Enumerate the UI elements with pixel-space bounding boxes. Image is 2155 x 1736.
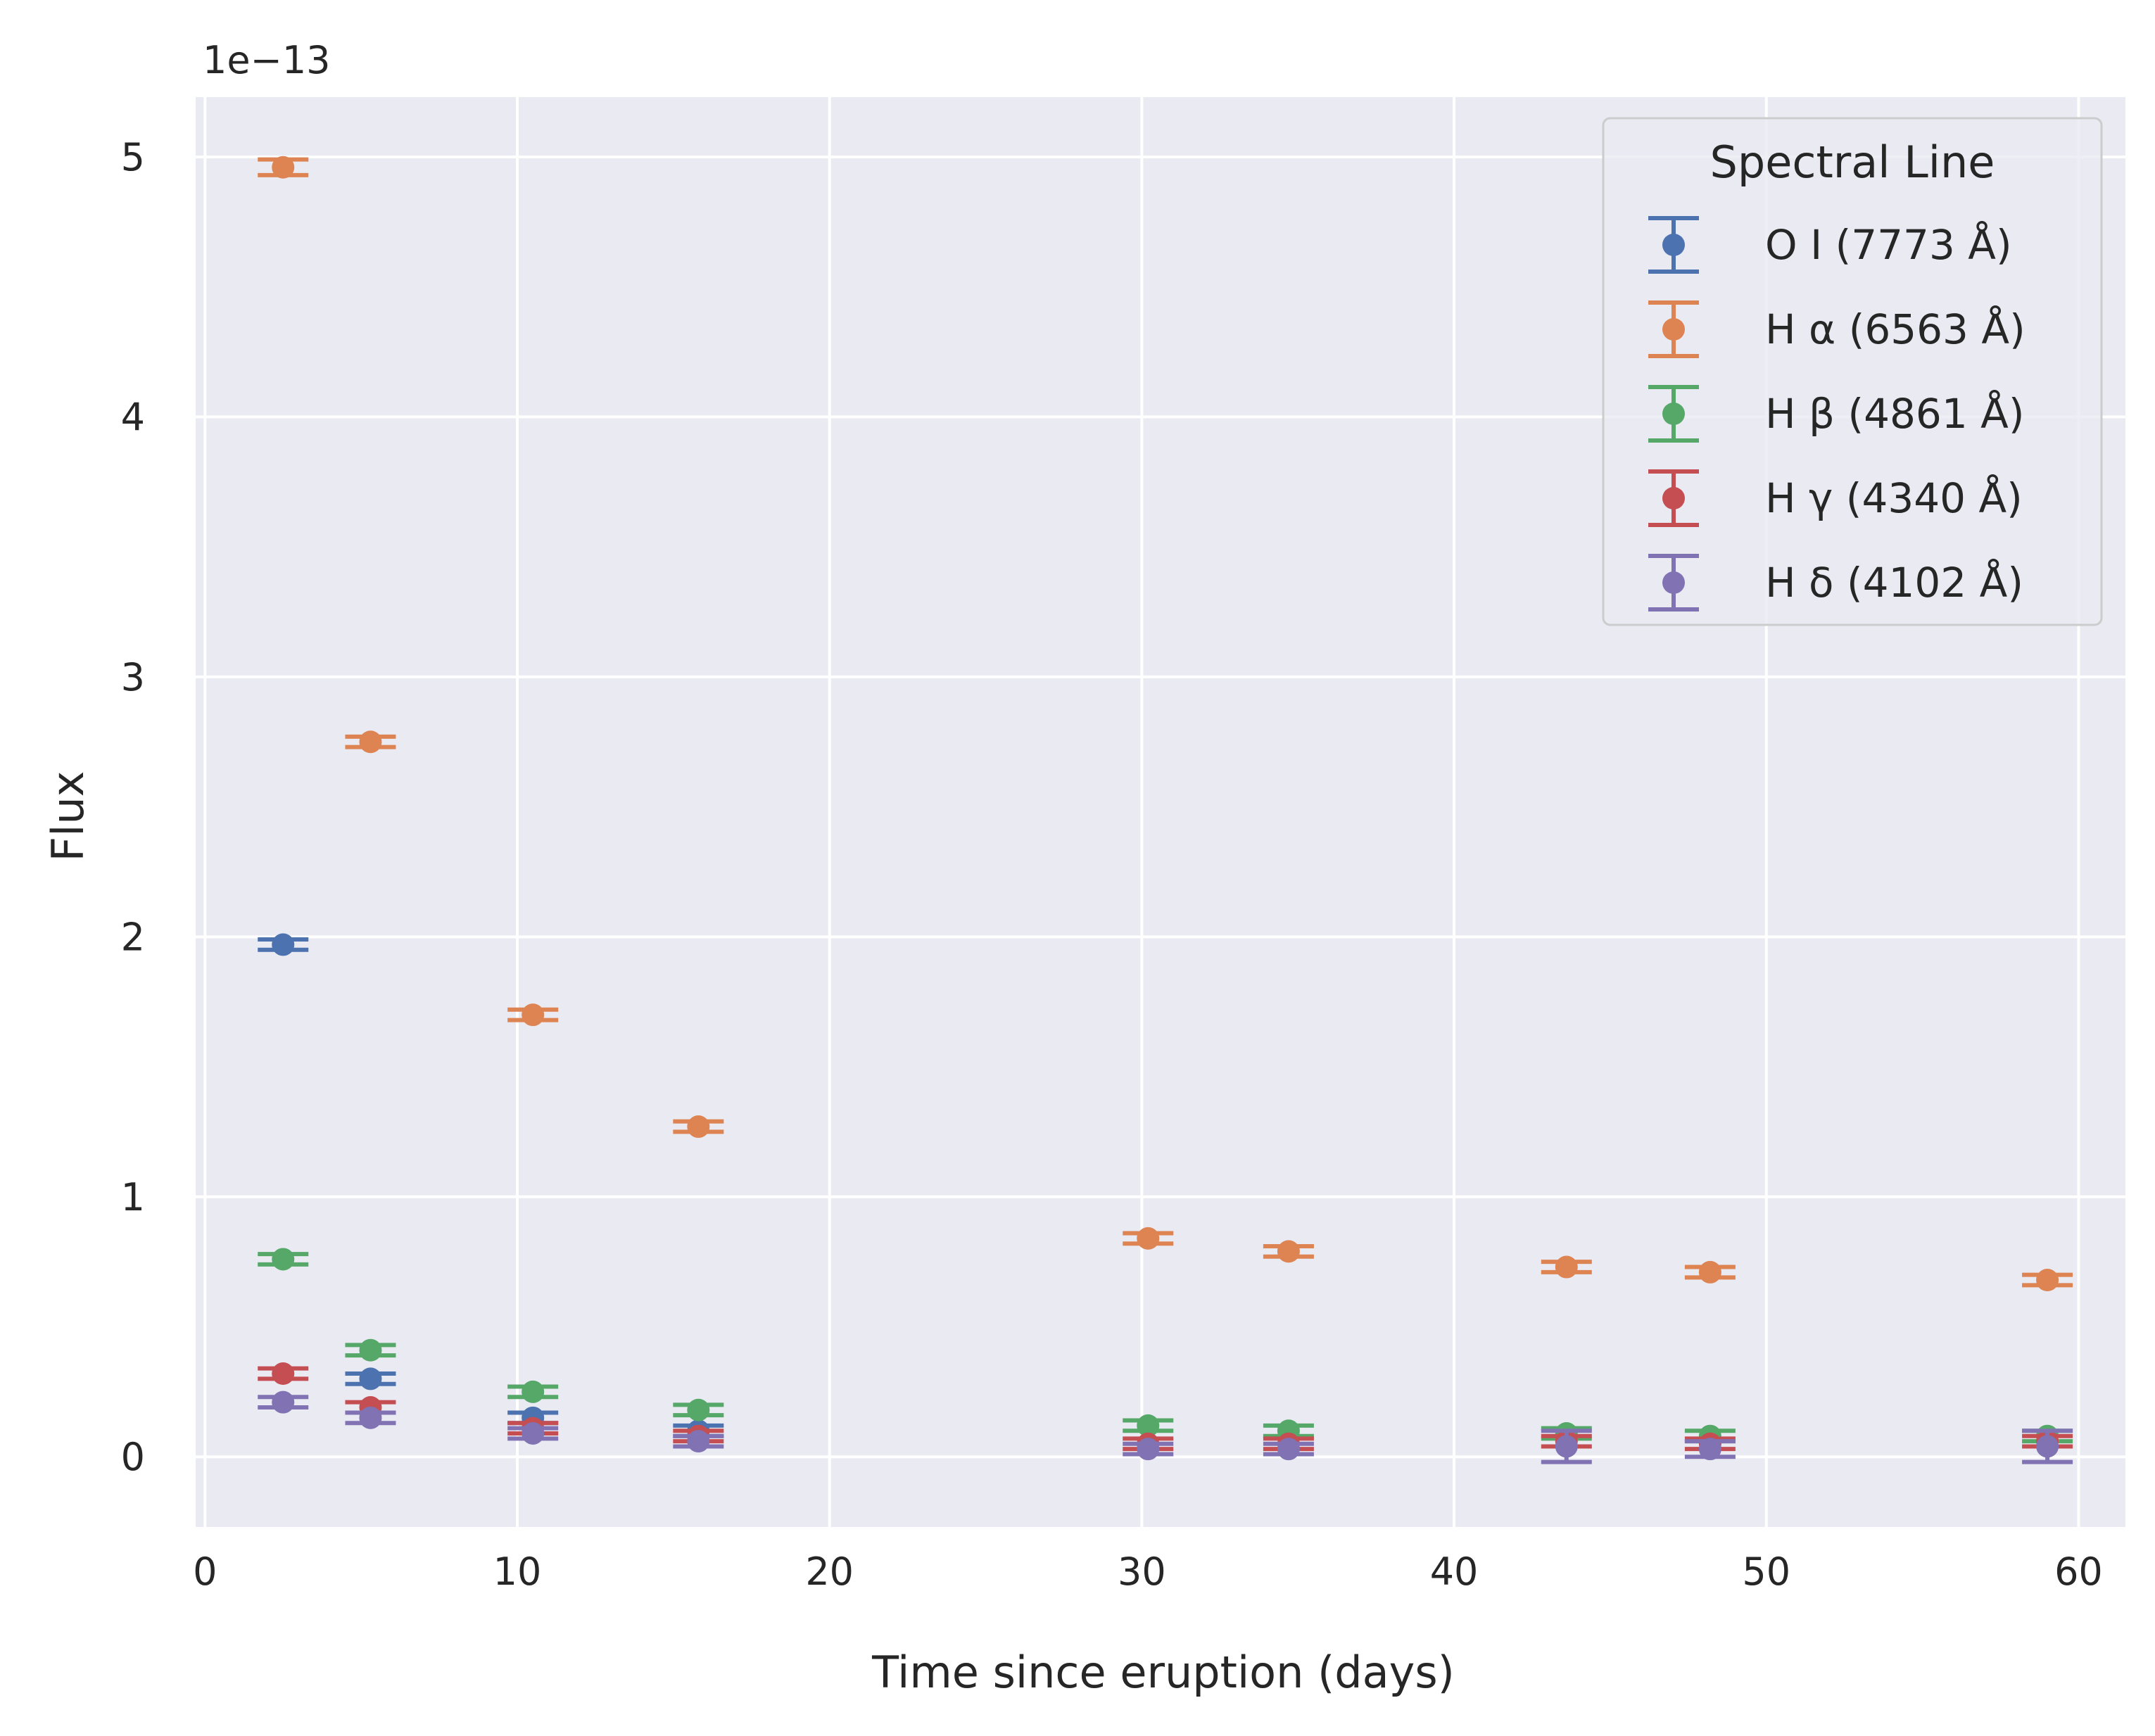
- y-tick-label: 3: [121, 655, 145, 699]
- data-point: [1698, 1260, 1721, 1284]
- data-point: [272, 156, 295, 179]
- legend-entry: H β (4861 Å): [1648, 385, 2024, 443]
- x-tick-label: 60: [2054, 1550, 2103, 1594]
- legend-marker-dot: [1662, 318, 1685, 341]
- data-point: [1277, 1240, 1300, 1263]
- legend-entry: O I (7773 Å): [1648, 216, 2012, 274]
- series-2: [258, 156, 2073, 1292]
- data-point: [359, 1338, 382, 1362]
- data-point: [359, 1367, 382, 1390]
- data-point: [1555, 1255, 1578, 1279]
- y-tick-label: 5: [121, 135, 145, 179]
- y-offset-label: 1e−13: [203, 38, 331, 82]
- x-tick-label: 20: [805, 1550, 854, 1594]
- data-point: [272, 1390, 295, 1414]
- data-point: [687, 1398, 710, 1421]
- legend-title: Spectral Line: [1710, 137, 1995, 188]
- data-point: [1137, 1438, 1160, 1461]
- x-tick-label: 0: [193, 1550, 217, 1594]
- legend: Spectral Line O I (7773 Å) H α (6563 Å) H …: [1602, 117, 2103, 626]
- legend-label: O I (7773 Å): [1765, 220, 2012, 269]
- data-point: [687, 1430, 710, 1453]
- y-tick-labels: 0 1 2 3 4 5: [121, 135, 145, 1479]
- legend-entry: H δ (4102 Å): [1648, 554, 2023, 612]
- legend-label: H γ (4340 Å): [1765, 474, 2023, 522]
- legend-entry: H γ (4340 Å): [1648, 469, 2023, 527]
- legend-entry: H α (6563 Å): [1648, 300, 2026, 358]
- legend-marker-dot: [1662, 403, 1685, 425]
- series-5: [258, 1390, 2073, 1464]
- legend-box: [1602, 117, 2103, 626]
- y-tick-label: 0: [121, 1435, 145, 1479]
- data-point: [522, 1003, 545, 1027]
- data-point: [2036, 1435, 2059, 1458]
- legend-marker-dot: [1662, 234, 1685, 256]
- y-tick-label: 1: [121, 1175, 145, 1219]
- data-point: [1555, 1435, 1578, 1458]
- legend-marker-dot: [1662, 487, 1685, 509]
- x-tick-label: 10: [493, 1550, 542, 1594]
- y-tick-label: 4: [121, 395, 145, 439]
- x-tick-label: 40: [1430, 1550, 1479, 1594]
- data-series: [258, 156, 2073, 1464]
- data-point: [359, 730, 382, 754]
- legend-label: H α (6563 Å): [1765, 305, 2026, 353]
- y-axis-label: Flux: [42, 771, 94, 862]
- data-point: [1137, 1227, 1160, 1250]
- legend-label: H δ (4102 Å): [1765, 558, 2023, 607]
- data-point: [272, 1248, 295, 1271]
- data-point: [272, 933, 295, 956]
- x-tick-label: 30: [1118, 1550, 1166, 1594]
- data-point: [1277, 1438, 1300, 1461]
- legend-entries: O I (7773 Å) H α (6563 Å) H β (4861 Å) H γ …: [1648, 216, 2026, 612]
- data-point: [2036, 1269, 2059, 1292]
- legend-label: H β (4861 Å): [1765, 389, 2024, 438]
- data-point: [359, 1406, 382, 1429]
- data-point: [522, 1421, 545, 1445]
- data-point: [687, 1115, 710, 1139]
- x-tick-labels: 0 10 20 30 40 50 60: [193, 1550, 2103, 1594]
- data-point: [522, 1380, 545, 1403]
- y-tick-label: 2: [121, 915, 145, 959]
- data-point: [1137, 1414, 1160, 1437]
- data-point: [272, 1362, 295, 1386]
- data-point: [1698, 1438, 1721, 1461]
- legend-marker-dot: [1662, 571, 1685, 594]
- x-tick-label: 50: [1742, 1550, 1790, 1594]
- x-axis-label: Time since eruption (days): [871, 1647, 1455, 1698]
